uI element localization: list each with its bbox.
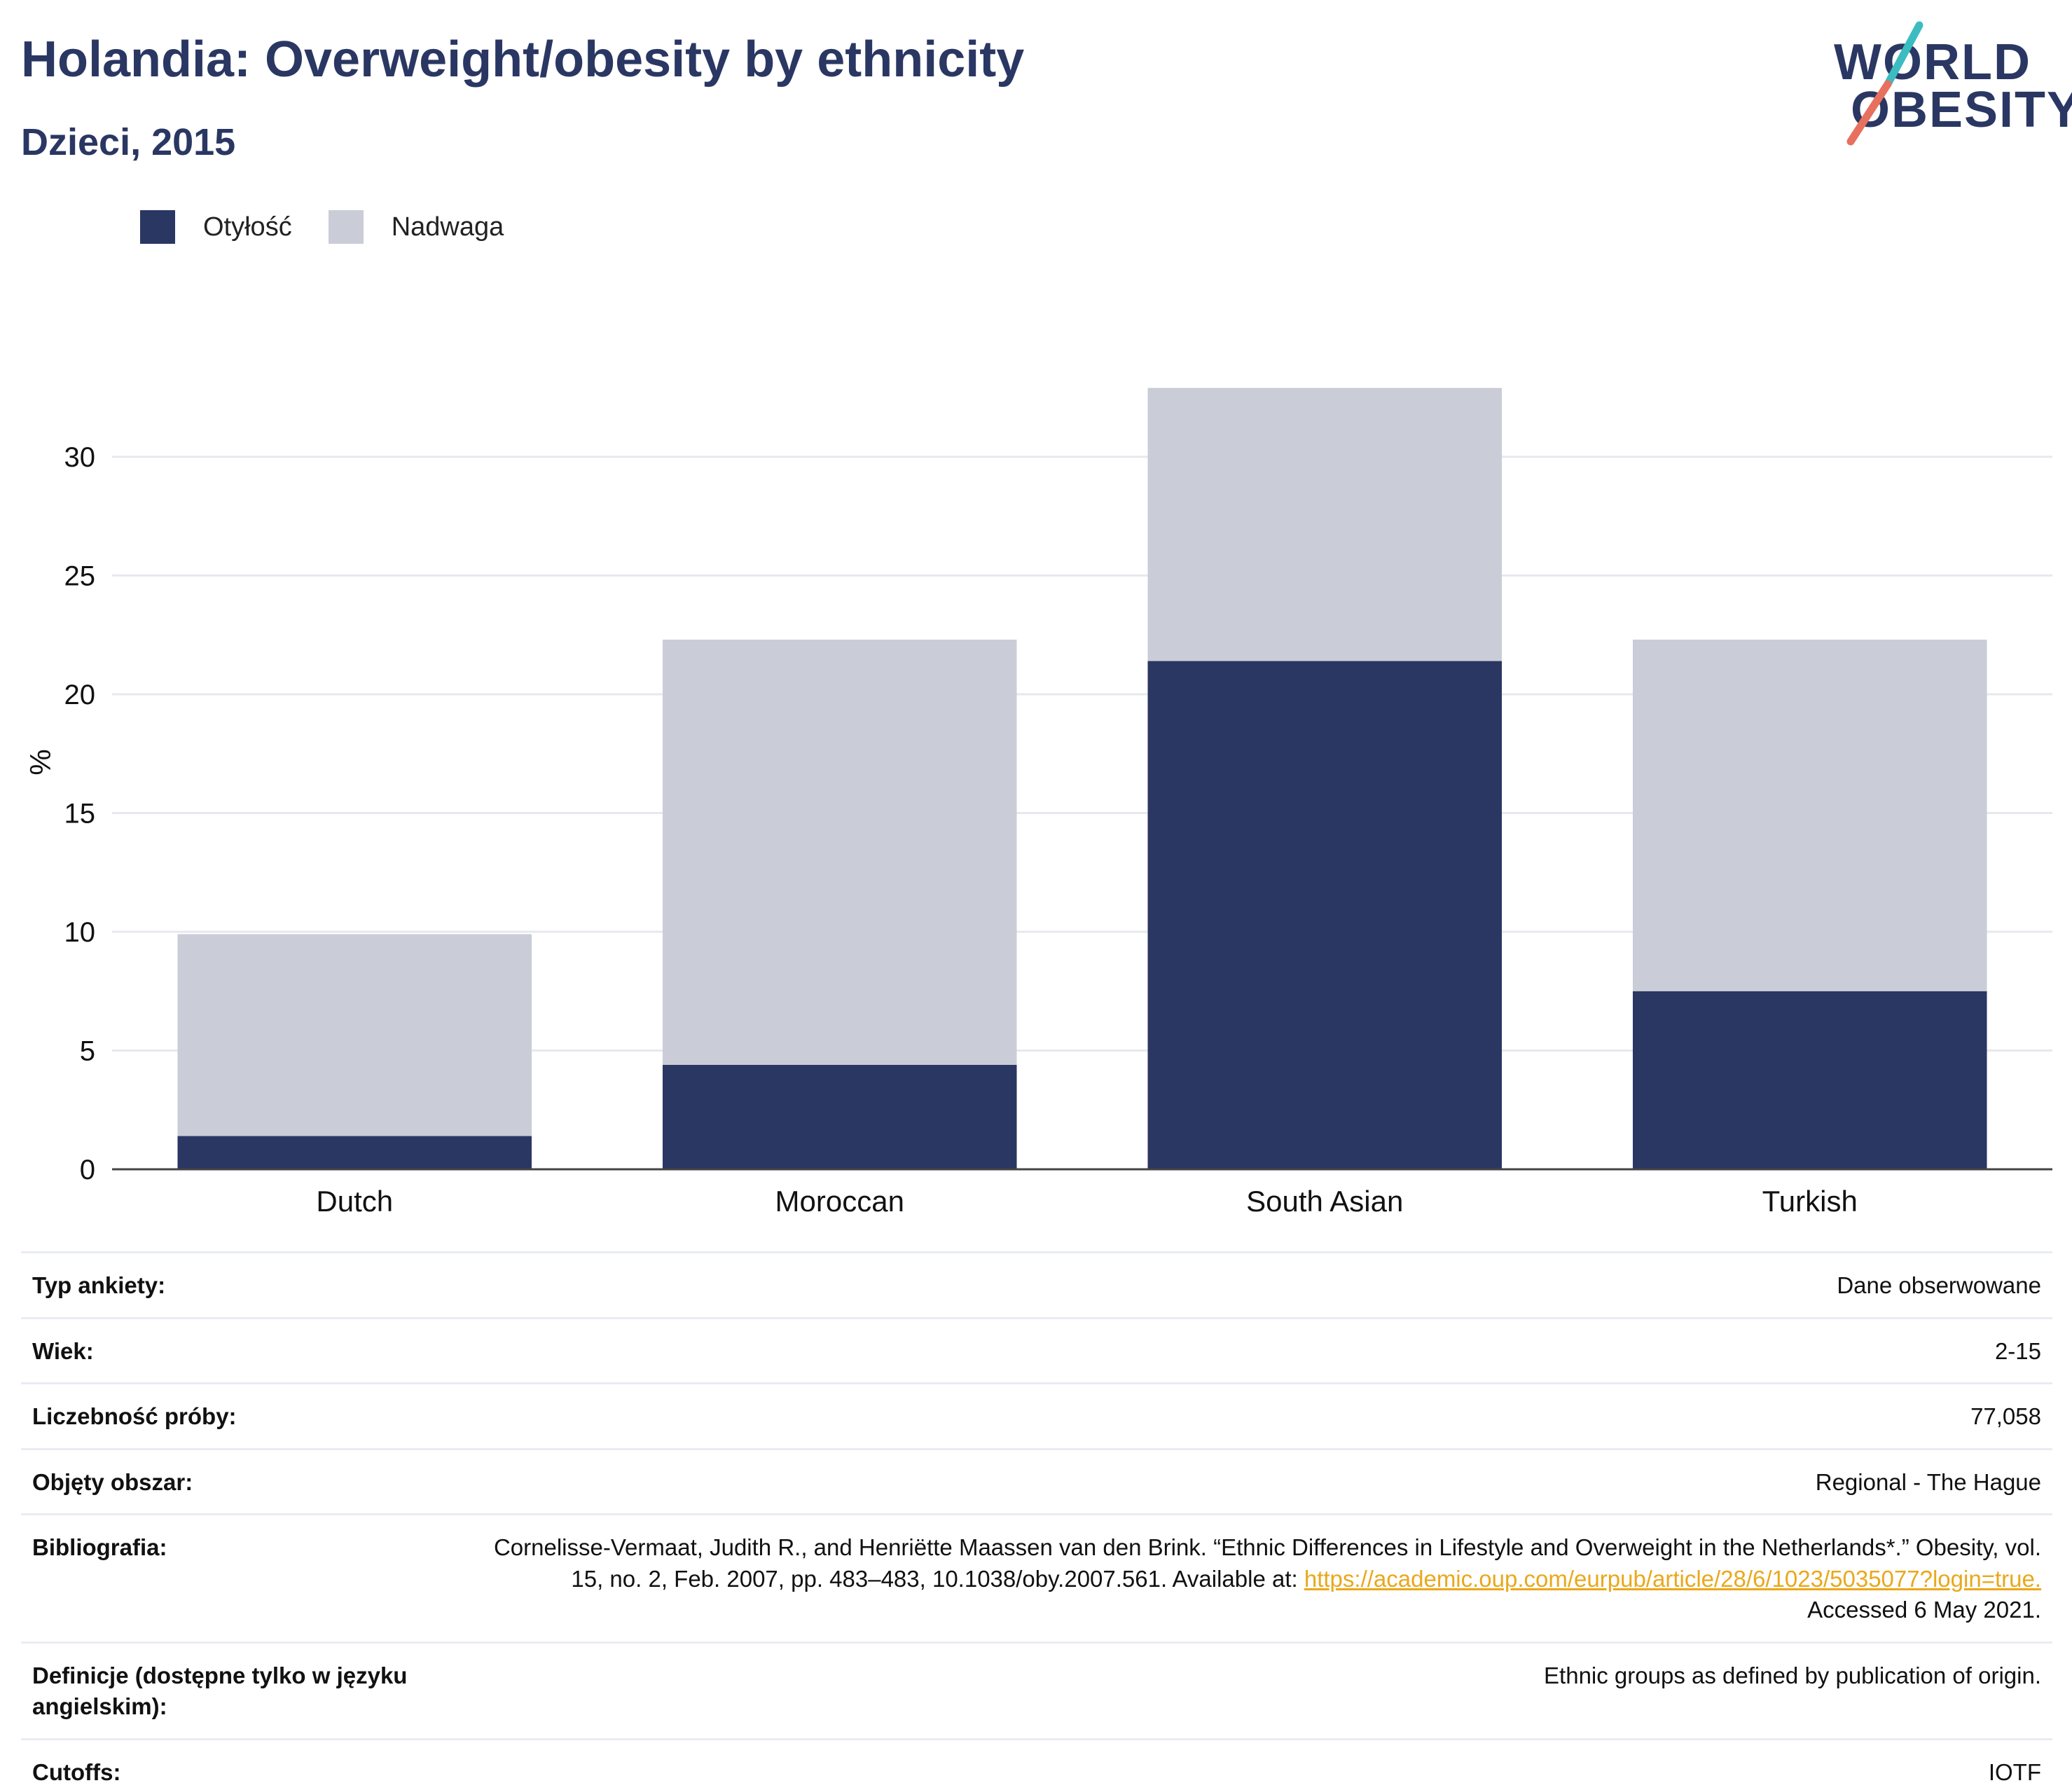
x-tick-label: Dutch <box>316 1185 393 1218</box>
logo-text-world: WORLD <box>1834 34 2031 90</box>
meta-label: Definicje (dostępne tylko w języku angie… <box>32 1662 408 1720</box>
chart-title: Holandia: Overweight/obesity by ethnicit… <box>21 32 1025 88</box>
world-obesity-logo: WORLD OBESITY <box>1807 20 2072 153</box>
meta-value: 2-15 <box>1994 1337 2041 1364</box>
y-tick-label: 30 <box>64 442 96 473</box>
legend-swatch-overweight <box>328 210 364 244</box>
meta-value: 77,058 <box>1970 1403 2041 1430</box>
y-tick-label: 5 <box>80 1036 95 1067</box>
bar-south-asian-obesity[interactable] <box>1147 661 1503 1169</box>
meta-label: Liczebność próby: <box>32 1403 237 1430</box>
meta-row-age: Wiek: 2-15 <box>21 1316 2052 1383</box>
meta-row-cutoffs: Cutoffs: IOTF <box>21 1737 2052 1783</box>
y-tick-label: 0 <box>80 1155 95 1185</box>
legend-label-overweight: Nadwaga <box>391 212 504 242</box>
bar-chart: 0 5 10 15 20 25 30 Dutch Moroccan South Asian Tur… <box>24 387 2052 1218</box>
bar-dutch-overweight[interactable] <box>177 934 532 1136</box>
x-tick-label: Moroccan <box>775 1185 904 1218</box>
meta-value: Regional - The Hague <box>1815 1468 2041 1495</box>
meta-value: Dane obserwowane <box>1837 1272 2041 1298</box>
y-tick-label: 20 <box>64 680 96 710</box>
bar-turkish-obesity[interactable] <box>1632 991 1987 1169</box>
bars <box>177 387 1987 1169</box>
x-tick-label: South Asian <box>1246 1185 1403 1218</box>
chart-subtitle: Dzieci, 2015 <box>21 121 236 163</box>
y-tick-label: 25 <box>64 561 96 592</box>
legend-swatch-obesity <box>140 210 175 244</box>
metadata-table: Typ ankiety: Dane obserwowane Wiek: 2-15… <box>21 1251 2052 1783</box>
meta-label: Bibliografia: <box>32 1534 167 1561</box>
chart-legend: Otyłość Nadwaga <box>140 209 540 245</box>
meta-row-survey-type: Typ ankiety: Dane obserwowane <box>21 1251 2052 1317</box>
bibliography-link[interactable]: https://academic.oup.com/eurpub/article/… <box>1304 1565 2041 1592</box>
bar-moroccan-overweight[interactable] <box>662 640 1017 1065</box>
legend-item-overweight[interactable]: Nadwaga <box>328 210 504 244</box>
x-tick-label: Turkish <box>1762 1185 1858 1218</box>
meta-value: IOTF <box>1988 1758 2041 1783</box>
y-tick-label: 10 <box>64 917 96 948</box>
meta-row-area: Objęty obszar: Regional - The Hague <box>21 1447 2052 1514</box>
legend-label-obesity: Otyłość <box>203 212 292 242</box>
legend-item-obesity[interactable]: Otyłość <box>140 210 292 244</box>
y-tick-label: 15 <box>64 799 96 829</box>
meta-row-sample-size: Liczebność próby: 77,058 <box>21 1382 2052 1448</box>
bar-south-asian-overweight[interactable] <box>1147 387 1503 661</box>
y-axis-label: % <box>24 749 57 775</box>
y-tick-labels: 0 5 10 15 20 25 30 <box>64 442 96 1185</box>
logo-slash-icon <box>1846 21 1923 146</box>
x-tick-labels: Dutch Moroccan South Asian Turkish <box>316 1185 1857 1218</box>
bar-moroccan-obesity[interactable] <box>662 1064 1017 1169</box>
meta-row-bibliography: Bibliografia: Cornelisse-Vermaat, Judith… <box>21 1513 2052 1641</box>
meta-row-definitions: Definicje (dostępne tylko w języku angie… <box>21 1641 2052 1738</box>
meta-value: Ethnic groups as defined by publication … <box>1544 1662 2041 1688</box>
bar-dutch-obesity[interactable] <box>177 1136 532 1169</box>
meta-label: Typ ankiety: <box>32 1272 166 1298</box>
meta-value-bibliography: Cornelisse-Vermaat, Judith R., and Henri… <box>481 1532 2041 1626</box>
meta-label: Cutoffs: <box>32 1758 121 1783</box>
meta-label: Objęty obszar: <box>32 1468 193 1495</box>
meta-label: Wiek: <box>32 1337 94 1364</box>
bibliography-accessed: Accessed 6 May 2021. <box>1807 1597 2041 1623</box>
bar-turkish-overweight[interactable] <box>1632 640 1987 991</box>
bibliography-text: Cornelisse-Vermaat, Judith R., and Henri… <box>493 1534 2041 1592</box>
